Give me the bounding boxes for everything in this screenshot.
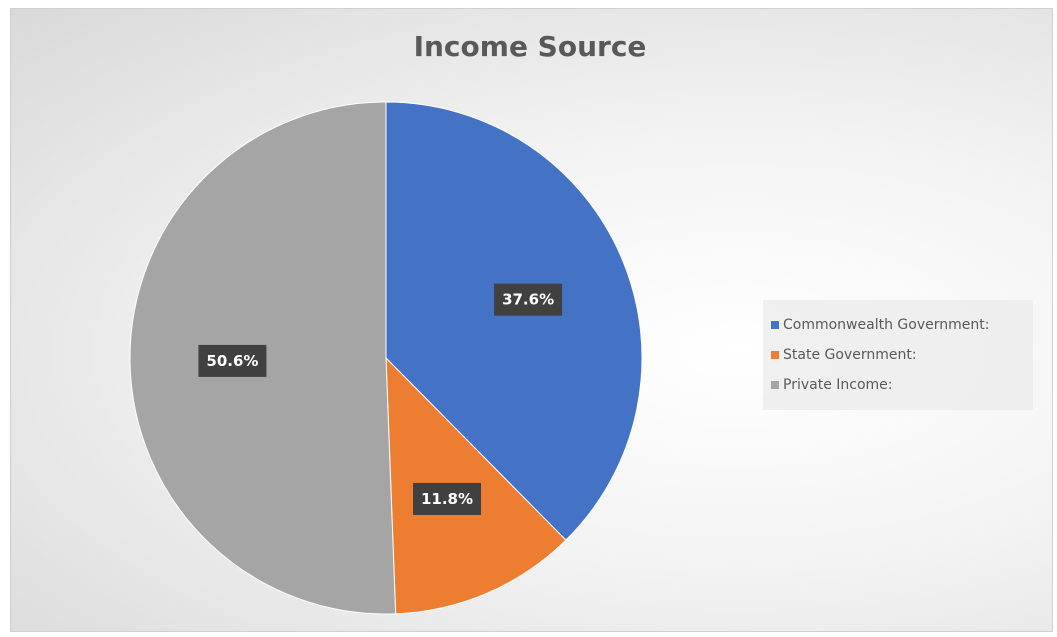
legend: Commonwealth Government: State Government… [763, 300, 1033, 410]
data-label-text: 50.6% [206, 352, 258, 370]
data-label-box [198, 344, 267, 377]
legend-item-3: Private Income: [771, 370, 1033, 400]
data-label-text: 11.8% [421, 490, 473, 508]
chart-title: Income Source [413, 30, 647, 63]
data-label-box [494, 283, 563, 316]
legend-swatch [771, 381, 779, 389]
data-label-2: 11.8% [413, 482, 482, 515]
pie-slice-1 [385, 101, 643, 541]
legend-item-1: Commonwealth Government: [771, 310, 1033, 340]
data-label-box [413, 482, 482, 515]
legend-item-2: State Government: [771, 340, 1033, 370]
legend-label: State Government: [783, 347, 917, 363]
data-label-1: 37.6% [494, 283, 563, 316]
legend-label: Private Income: [783, 377, 893, 393]
legend-label: Commonwealth Government: [783, 317, 990, 333]
legend-swatch [771, 351, 779, 359]
data-label-3: 50.6% [198, 344, 267, 377]
legend-swatch [771, 321, 779, 329]
data-label-text: 37.6% [502, 291, 554, 309]
